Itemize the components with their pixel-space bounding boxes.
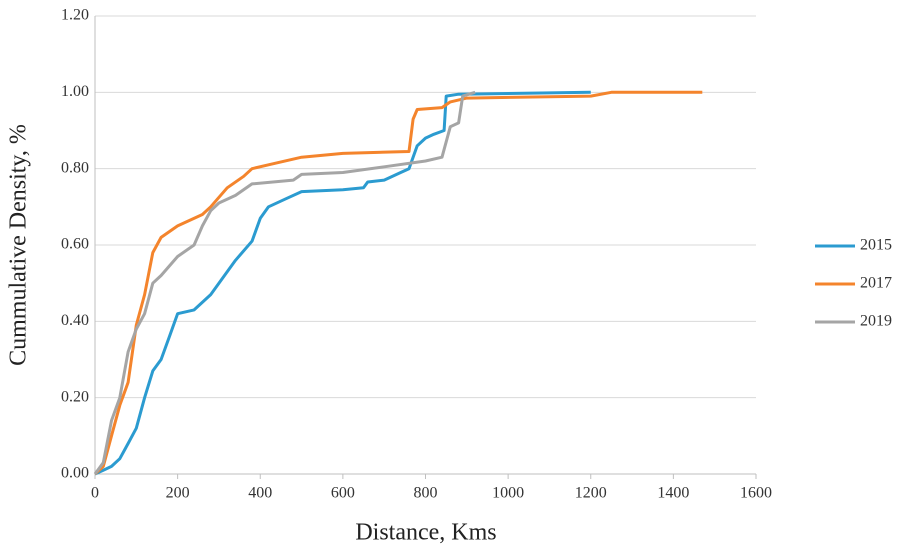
y-tick-label: 0.20: [61, 388, 89, 405]
x-tick-label: 0: [91, 485, 99, 502]
y-tick-label: 1.20: [61, 7, 89, 24]
x-tick-label: 1000: [492, 485, 524, 502]
x-tick-label: 600: [331, 485, 355, 502]
y-tick-label: 1.00: [61, 83, 89, 100]
x-tick-label: 800: [414, 485, 438, 502]
x-tick-label: 1200: [575, 485, 607, 502]
y-tick-label: 0.00: [61, 465, 89, 482]
x-axis-title: Distance, Kms: [355, 520, 496, 546]
series-line: [93, 90, 476, 475]
series-line: [93, 90, 703, 476]
series-line: [94, 90, 591, 476]
legend-label: 2015: [860, 237, 892, 254]
legend-label: 2017: [860, 275, 892, 292]
y-axis-title: Cummulative Density, %: [6, 124, 32, 366]
legend-label: 2019: [860, 313, 892, 330]
x-tick-label: 1400: [657, 485, 689, 502]
y-tick-label: 0.40: [61, 312, 89, 329]
x-tick-label: 400: [248, 485, 272, 502]
x-tick-label: 1600: [740, 485, 772, 502]
x-tick-label: 200: [166, 485, 190, 502]
y-tick-label: 0.60: [61, 236, 89, 253]
y-tick-label: 0.80: [61, 159, 89, 176]
